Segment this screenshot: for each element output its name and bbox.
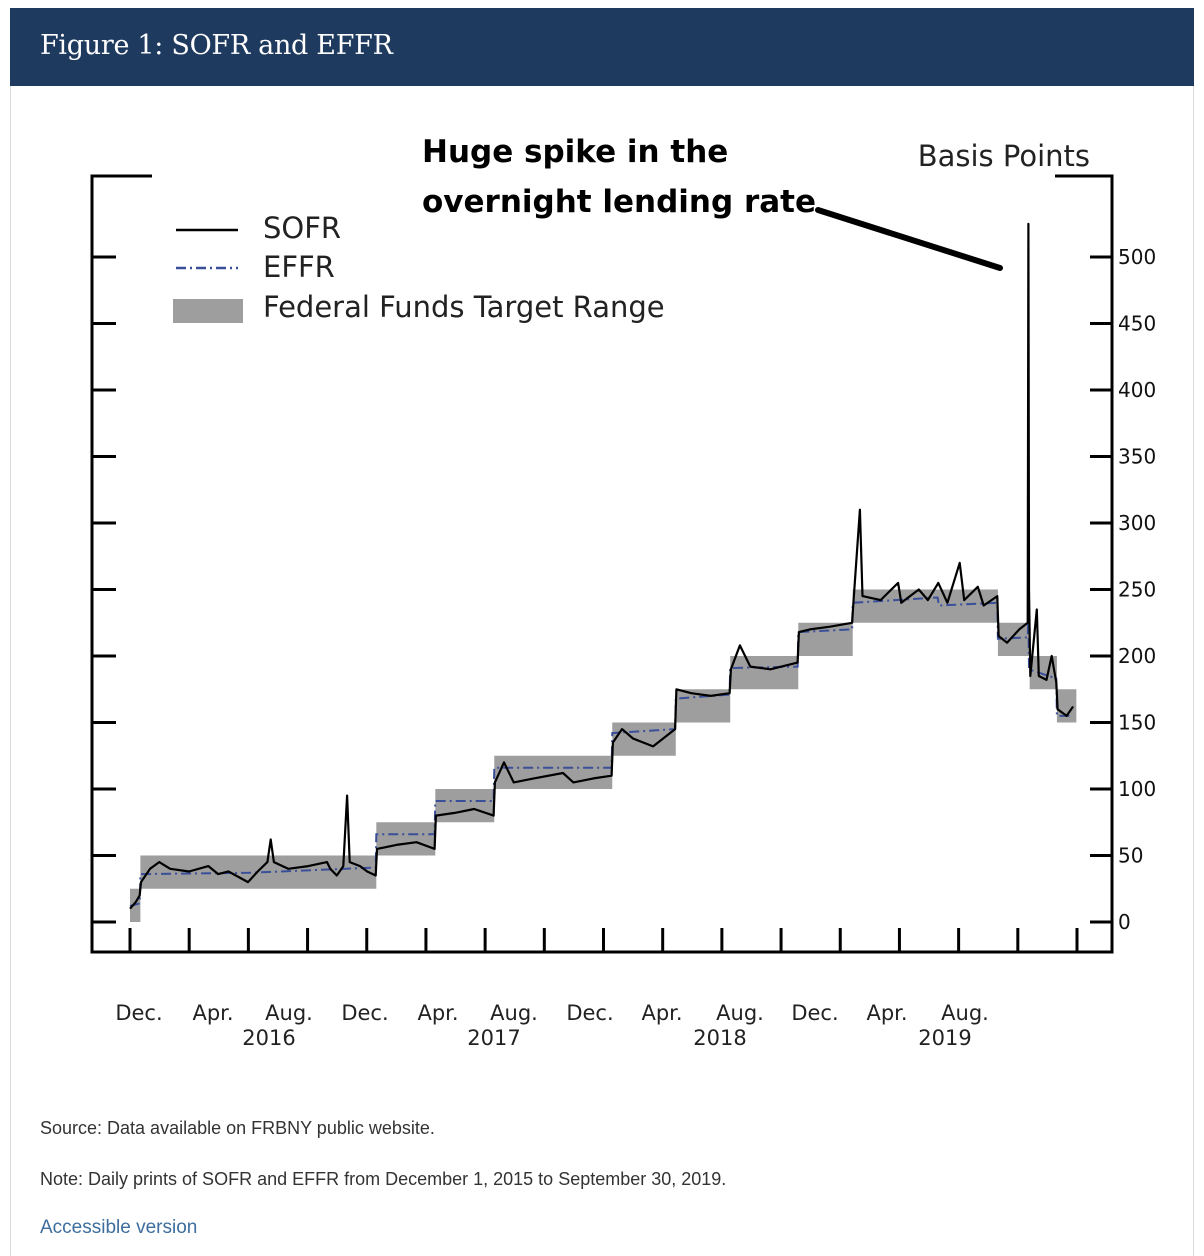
y-tick-label: 200: [1118, 644, 1156, 668]
target-range-band: [376, 822, 436, 856]
annotation-line-2: overnight lending rate: [422, 184, 816, 220]
target-range-band: [435, 789, 495, 823]
y-tick-label: 450: [1118, 312, 1156, 336]
y-tick-label: 300: [1118, 511, 1156, 535]
spike-annotation: Huge spike in the overnight lending rate: [422, 134, 1003, 271]
x-tick-label: Apr.: [641, 1001, 682, 1025]
y-tick-label: 100: [1118, 777, 1156, 801]
date-note: Note: Daily prints of SOFR and EFFR from…: [40, 1169, 727, 1189]
target-range-band: [494, 755, 613, 789]
figure-title: Figure 1: SOFR and EFFR: [40, 30, 393, 61]
legend-label: EFFR: [263, 250, 335, 284]
figure-header: Figure 1: SOFR and EFFR: [10, 8, 1194, 86]
y-tick-label: 50: [1118, 844, 1143, 868]
target-range-bands: [130, 589, 1077, 922]
legend-label: SOFR: [263, 211, 341, 245]
x-tick-label: Aug.: [941, 1001, 989, 1025]
y-tick-label: 0: [1118, 910, 1131, 934]
x-year-label: 2017: [467, 1026, 520, 1050]
x-year-label: 2019: [918, 1026, 971, 1050]
x-tick-label: Aug.: [716, 1001, 764, 1025]
x-tick-label: Aug.: [265, 1001, 313, 1025]
y-tick-label: 150: [1118, 711, 1156, 735]
legend-label: Federal Funds Target Range: [263, 290, 665, 324]
y-axis-ticks: 0 50 100 150 200 250 300 350 400 450 500 Basis Poin…: [92, 139, 1156, 934]
y-tick-label: 250: [1118, 578, 1156, 602]
y-tick-label: 350: [1118, 445, 1156, 469]
annotation-line-1: Huge spike in the: [422, 134, 728, 170]
x-tick-label: Dec.: [115, 1001, 162, 1025]
annotation-arrow: [815, 207, 1003, 271]
source-note: Source: Data available on FRBNY public w…: [40, 1118, 435, 1138]
x-year-label: 2016: [242, 1026, 295, 1050]
target-range-band: [852, 589, 998, 623]
x-tick-label: Dec.: [566, 1001, 613, 1025]
x-tick-label: Aug.: [490, 1001, 538, 1025]
target-range-band: [730, 656, 799, 690]
chart-legend: SOFR EFFR Federal Funds Target Range: [173, 211, 665, 324]
x-tick-label: Dec.: [341, 1001, 388, 1025]
x-tick-label: Dec.: [791, 1001, 838, 1025]
target-range-band: [612, 722, 676, 756]
y-tick-label: 400: [1118, 378, 1156, 402]
figure-frame: [10, 8, 1194, 1256]
y-tick-label: 500: [1118, 245, 1156, 269]
sofr-series-group: [129, 222, 1075, 910]
target-range-band: [1056, 689, 1077, 723]
accessible-version-link[interactable]: Accessible version: [40, 1217, 198, 1238]
x-tick-label: Apr.: [417, 1001, 458, 1025]
x-year-label: 2018: [693, 1026, 746, 1050]
x-tick-label: Apr.: [866, 1001, 907, 1025]
y-axis-label: Basis Points: [918, 139, 1090, 173]
x-tick-label: Apr.: [192, 1001, 233, 1025]
legend-swatch-range: [173, 299, 243, 323]
sofr-series-line: [129, 222, 1075, 910]
